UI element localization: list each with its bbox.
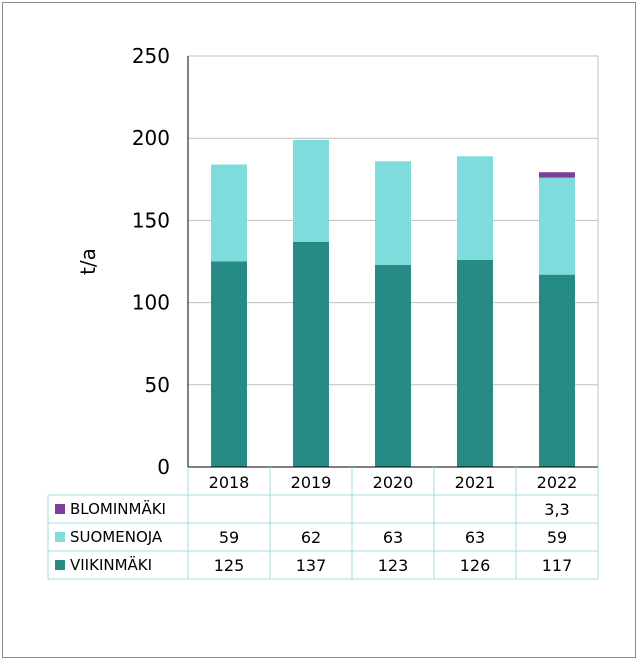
y-axis-label: t/a (76, 248, 100, 275)
data-label-suomenoja-2018: 59 (219, 528, 239, 547)
bar-viikinmäki-2019 (293, 241, 329, 467)
legend-key-viikinmäki (55, 560, 65, 570)
bar-blominmäki-2022 (539, 172, 575, 178)
data-label-viikinmäki-2020: 123 (378, 556, 409, 575)
data-label-blominmäki-2022: 3,3 (544, 500, 569, 519)
y-tick-label: 0 (157, 455, 170, 479)
data-label-suomenoja-2019: 62 (301, 528, 321, 547)
y-tick-label: 200 (132, 126, 170, 150)
bar-viikinmäki-2020 (375, 264, 411, 467)
bar-viikinmäki-2021 (457, 259, 493, 467)
bar-suomenoja-2021 (457, 156, 493, 260)
data-label-viikinmäki-2019: 137 (296, 556, 327, 575)
legend-key-blominmäki (55, 504, 65, 514)
legend-label-suomenoja: SUOMENOJA (70, 528, 163, 546)
bar-suomenoja-2019 (293, 139, 329, 242)
data-label-suomenoja-2020: 63 (383, 528, 403, 547)
x-tick-label: 2018 (209, 473, 250, 492)
x-tick-label: 2021 (455, 473, 496, 492)
data-label-viikinmäki-2018: 125 (214, 556, 245, 575)
bar-suomenoja-2018 (211, 164, 247, 262)
y-tick-label: 250 (132, 44, 170, 68)
data-label-viikinmäki-2022: 117 (542, 556, 573, 575)
data-label-suomenoja-2021: 63 (465, 528, 485, 547)
y-tick-label: 50 (145, 373, 170, 397)
legend-label-viikinmäki: VIIKINMÄKI (70, 555, 152, 574)
bar-viikinmäki-2022 (539, 274, 575, 467)
x-tick-label: 2022 (537, 473, 578, 492)
x-tick-label: 2020 (373, 473, 414, 492)
bar-suomenoja-2020 (375, 161, 411, 265)
data-label-viikinmäki-2021: 126 (460, 556, 491, 575)
x-tick-label: 2019 (291, 473, 332, 492)
legend-label-blominmäki: BLOMINMÄKI (70, 499, 166, 518)
y-tick-label: 100 (132, 291, 170, 315)
data-label-suomenoja-2022: 59 (547, 528, 567, 547)
bar-viikinmäki-2018 (211, 261, 247, 467)
legend-key-suomenoja (55, 532, 65, 542)
bar-suomenoja-2022 (539, 177, 575, 275)
y-tick-label: 150 (132, 208, 170, 232)
